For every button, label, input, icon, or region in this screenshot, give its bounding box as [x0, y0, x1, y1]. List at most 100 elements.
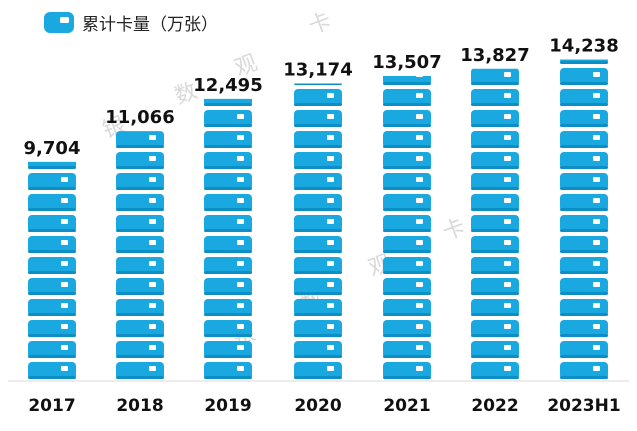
bank-card-unit: [28, 257, 76, 274]
bar: [560, 59, 608, 379]
bank-card-unit: [294, 89, 342, 106]
bank-card-unit: [560, 257, 608, 274]
value-label: 11,066: [105, 107, 174, 128]
bank-card-unit: [116, 257, 164, 274]
bank-card-unit: [471, 236, 519, 253]
value-label: 13,507: [372, 52, 441, 73]
bank-card-unit: [383, 278, 431, 295]
bank-card-unit: [294, 215, 342, 232]
bank-card-unit: [471, 89, 519, 106]
bank-card-unit: [560, 299, 608, 316]
bank-card-unit: [204, 362, 252, 379]
bank-card-unit: [383, 236, 431, 253]
bank-card-unit: [560, 341, 608, 358]
bank-card-unit: [28, 341, 76, 358]
bank-card-unit: [560, 236, 608, 253]
bank-card-unit: [383, 89, 431, 106]
bank-card-unit: [116, 278, 164, 295]
bank-card-unit: [204, 236, 252, 253]
bank-card-unit: [560, 173, 608, 190]
bars: [28, 59, 608, 379]
bank-card-unit: [383, 173, 431, 190]
bank-card-unit: [116, 341, 164, 358]
bank-card-unit: [204, 278, 252, 295]
bank-card-unit: [560, 59, 608, 64]
bar: [294, 83, 342, 379]
bank-card-unit: [28, 161, 76, 169]
bank-card-unit: [116, 320, 164, 337]
bank-card-unit: [294, 236, 342, 253]
x-tick-label: 2017: [28, 396, 75, 416]
x-axis-ticks: 2017 2018 2019 2020 2021 2022 2023H1: [28, 396, 620, 416]
bank-card-unit: [560, 278, 608, 295]
value-label: 9,704: [24, 138, 81, 159]
bank-card-unit: [294, 152, 342, 169]
bank-card-unit: [294, 278, 342, 295]
bank-card-unit: [294, 83, 342, 85]
bank-card-unit: [294, 173, 342, 190]
bank-card-unit: [204, 173, 252, 190]
bank-card-unit: [28, 194, 76, 211]
bank-card-unit: [28, 362, 76, 379]
bank-card-unit: [560, 68, 608, 85]
bank-card-unit: [383, 320, 431, 337]
bank-card-unit: [116, 131, 164, 148]
bank-card-unit: [560, 320, 608, 337]
bank-card-unit: [471, 257, 519, 274]
bank-card-unit: [294, 110, 342, 127]
bank-card-unit: [294, 341, 342, 358]
bank-card-unit: [116, 362, 164, 379]
bank-card-unit: [383, 299, 431, 316]
x-tick-label: 2023H1: [547, 396, 620, 416]
bank-card-unit: [471, 215, 519, 232]
bank-card-unit: [116, 152, 164, 169]
bank-card-unit: [471, 152, 519, 169]
bank-card-unit: [471, 341, 519, 358]
bank-card-unit: [204, 131, 252, 148]
bank-card-unit: [383, 341, 431, 358]
bank-card-unit: [28, 320, 76, 337]
bank-card-unit: [116, 236, 164, 253]
bank-card-unit: [560, 215, 608, 232]
watermark-char: 卡: [306, 9, 335, 40]
bank-card-unit: [204, 152, 252, 169]
value-label: 14,238: [549, 35, 618, 56]
bank-card-unit: [204, 194, 252, 211]
bank-card-unit: [116, 194, 164, 211]
bar: [471, 68, 519, 379]
x-tick-label: 2022: [471, 396, 518, 416]
bank-card-unit: [560, 131, 608, 148]
bank-card-unit: [560, 110, 608, 127]
bank-card-unit: [471, 320, 519, 337]
bank-card-unit: [204, 98, 252, 106]
bank-card-unit: [294, 131, 342, 148]
x-tick-label: 2021: [383, 396, 430, 416]
bank-card-unit: [204, 215, 252, 232]
bank-card-unit: [294, 320, 342, 337]
bank-card-unit: [471, 194, 519, 211]
bank-card-unit: [204, 299, 252, 316]
bank-card-unit: [560, 194, 608, 211]
bank-card-unit: [28, 299, 76, 316]
bank-card-unit: [471, 278, 519, 295]
bank-card-unit: [28, 173, 76, 190]
bank-card-unit: [471, 173, 519, 190]
bank-card-unit: [28, 278, 76, 295]
bank-card-unit: [471, 110, 519, 127]
bank-card-unit: [383, 131, 431, 148]
bank-card-unit: [204, 110, 252, 127]
bar: [204, 98, 252, 379]
bar: [383, 76, 431, 379]
value-label: 13,174: [283, 60, 352, 81]
x-tick-label: 2020: [294, 396, 341, 416]
bank-card-unit: [294, 194, 342, 211]
bank-card-unit: [560, 89, 608, 106]
bank-card-unit: [383, 257, 431, 274]
bank-card-unit: [294, 362, 342, 379]
bank-card-unit: [383, 76, 431, 85]
legend-label: 累计卡量（万张）: [82, 15, 218, 35]
x-tick-label: 2019: [204, 396, 251, 416]
legend: 累计卡量（万张）: [44, 12, 218, 35]
bar: [116, 131, 164, 379]
